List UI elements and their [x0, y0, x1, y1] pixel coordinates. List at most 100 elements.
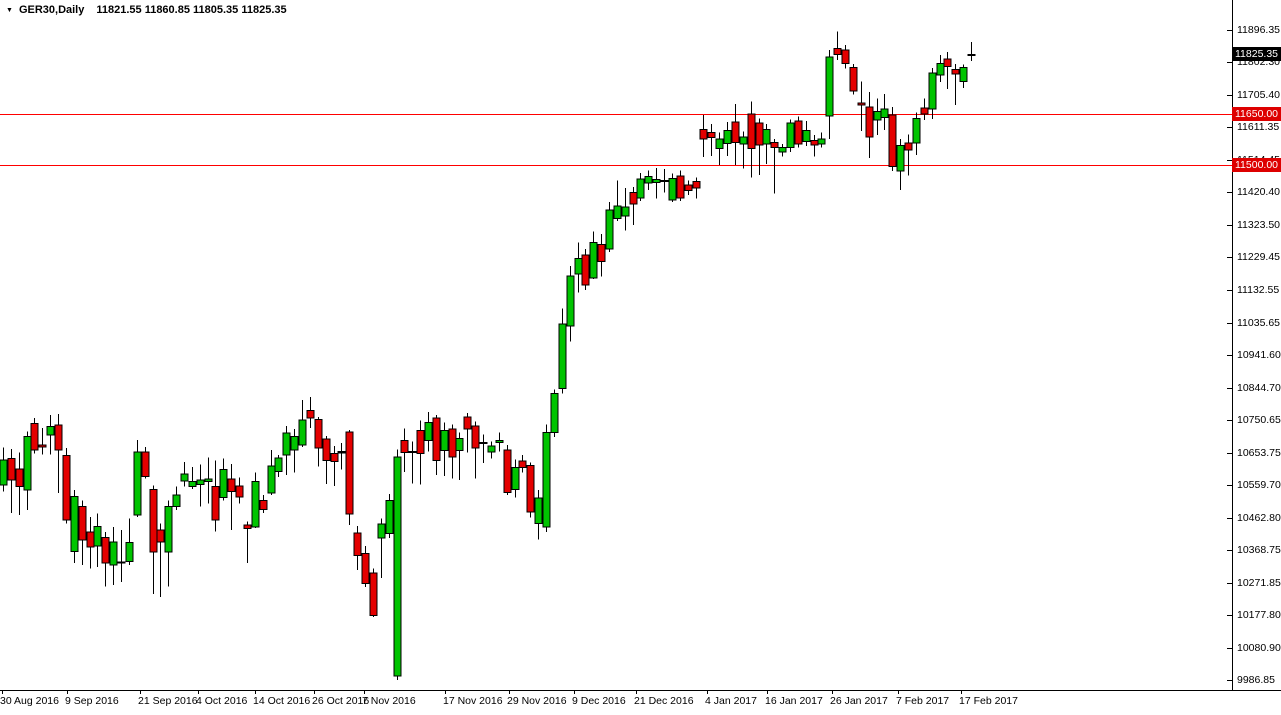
candle-body	[101, 536, 110, 564]
candle-body	[636, 178, 645, 199]
candlestick	[7, 449, 16, 513]
candle-body	[943, 58, 952, 68]
date-tick-label: 29 Nov 2016	[507, 695, 567, 707]
candlestick	[125, 518, 134, 565]
candlestick	[589, 231, 598, 280]
candlestick	[30, 418, 39, 454]
price-tick-label: 10941.60	[1237, 348, 1281, 361]
candle-body	[227, 478, 236, 493]
candlestick	[172, 486, 181, 511]
candle-body	[259, 499, 268, 510]
candlestick	[46, 414, 55, 455]
candlestick	[707, 123, 716, 156]
candle-body	[408, 451, 417, 454]
date-tick-label: 21 Dec 2016	[634, 695, 694, 707]
candlestick	[518, 455, 527, 473]
candle-body	[896, 145, 905, 172]
candlestick	[566, 266, 575, 342]
candlestick	[78, 500, 87, 565]
candlestick	[227, 463, 236, 530]
candle-body	[605, 209, 614, 250]
price-tick-label: 11420.40	[1237, 185, 1281, 198]
price-tick-label: 10653.75	[1237, 446, 1281, 459]
candle-body	[487, 445, 496, 453]
candlestick	[959, 64, 968, 89]
candlestick	[290, 429, 299, 473]
candlestick	[432, 414, 441, 476]
candle-body	[440, 430, 449, 452]
candle-body	[770, 142, 779, 148]
candlestick	[534, 490, 543, 540]
candle-body	[503, 449, 512, 494]
candle-body	[196, 479, 205, 485]
price-tick-label: 11323.50	[1237, 218, 1281, 231]
candlestick	[636, 172, 645, 201]
candle-body	[841, 49, 850, 64]
candle-body	[873, 111, 882, 121]
candlestick	[558, 308, 567, 394]
candlestick	[219, 458, 228, 501]
candle-body	[377, 523, 386, 539]
candlestick	[943, 52, 952, 90]
candle-body	[613, 205, 622, 219]
candle-body	[274, 457, 283, 472]
candlestick	[888, 107, 897, 171]
date-tick-label: 26 Oct 2016	[312, 695, 370, 707]
candlestick	[259, 495, 268, 513]
candle-body	[314, 418, 323, 449]
candlestick	[204, 457, 213, 504]
candlestick	[652, 168, 661, 199]
candle-body	[385, 499, 394, 535]
candlestick	[912, 112, 921, 156]
candle-body	[62, 454, 71, 521]
candle-body	[7, 457, 16, 481]
candle-body	[23, 435, 32, 491]
date-tick-label: 7 Nov 2016	[362, 695, 416, 707]
price-tick-label: 10559.70	[1237, 478, 1281, 491]
candle-body	[534, 497, 543, 524]
candle-body	[400, 440, 409, 454]
candlestick	[770, 139, 779, 194]
date-tick-label: 7 Feb 2017	[896, 695, 950, 707]
date-tick-label: 4 Oct 2016	[196, 695, 248, 707]
candle-body	[699, 128, 708, 140]
candlestick	[487, 441, 496, 459]
price-tick-label: 11035.65	[1237, 316, 1281, 329]
candle-body	[951, 68, 960, 75]
candlestick	[817, 132, 826, 148]
candle-body	[526, 465, 535, 513]
candle-body	[825, 56, 834, 117]
candlestick	[495, 432, 504, 452]
chart-title: ▼ GER30,Daily 11821.55 11860.85 11805.35…	[6, 3, 287, 17]
candlestick	[755, 118, 764, 175]
candlestick	[644, 170, 653, 191]
date-tick-label: 21 Sep 2016	[138, 695, 198, 707]
candlestick	[613, 180, 622, 221]
candle-body	[731, 121, 740, 144]
candle-body	[393, 456, 402, 677]
candlestick	[857, 81, 866, 131]
candle-body	[172, 494, 181, 508]
candlestick	[786, 119, 795, 152]
candle-body	[93, 526, 102, 547]
candlestick	[282, 426, 291, 476]
candlestick	[550, 389, 559, 437]
candle-body	[652, 179, 661, 183]
candle-body	[684, 184, 693, 192]
candlestick	[463, 413, 472, 453]
candle-body	[141, 451, 150, 478]
candle-body	[219, 468, 228, 498]
date-tick-label: 9 Sep 2016	[65, 695, 119, 707]
candlestick	[235, 477, 244, 504]
candle-body	[38, 444, 47, 448]
price-tick-label: 10177.80	[1237, 608, 1281, 621]
candlestick	[904, 134, 913, 176]
candle-body	[432, 417, 441, 461]
candle-body	[46, 425, 55, 436]
candle-body	[109, 541, 118, 566]
candle-body	[629, 192, 638, 205]
candle-body	[337, 451, 346, 454]
candlestick	[455, 432, 464, 481]
candlestick	[841, 44, 850, 69]
